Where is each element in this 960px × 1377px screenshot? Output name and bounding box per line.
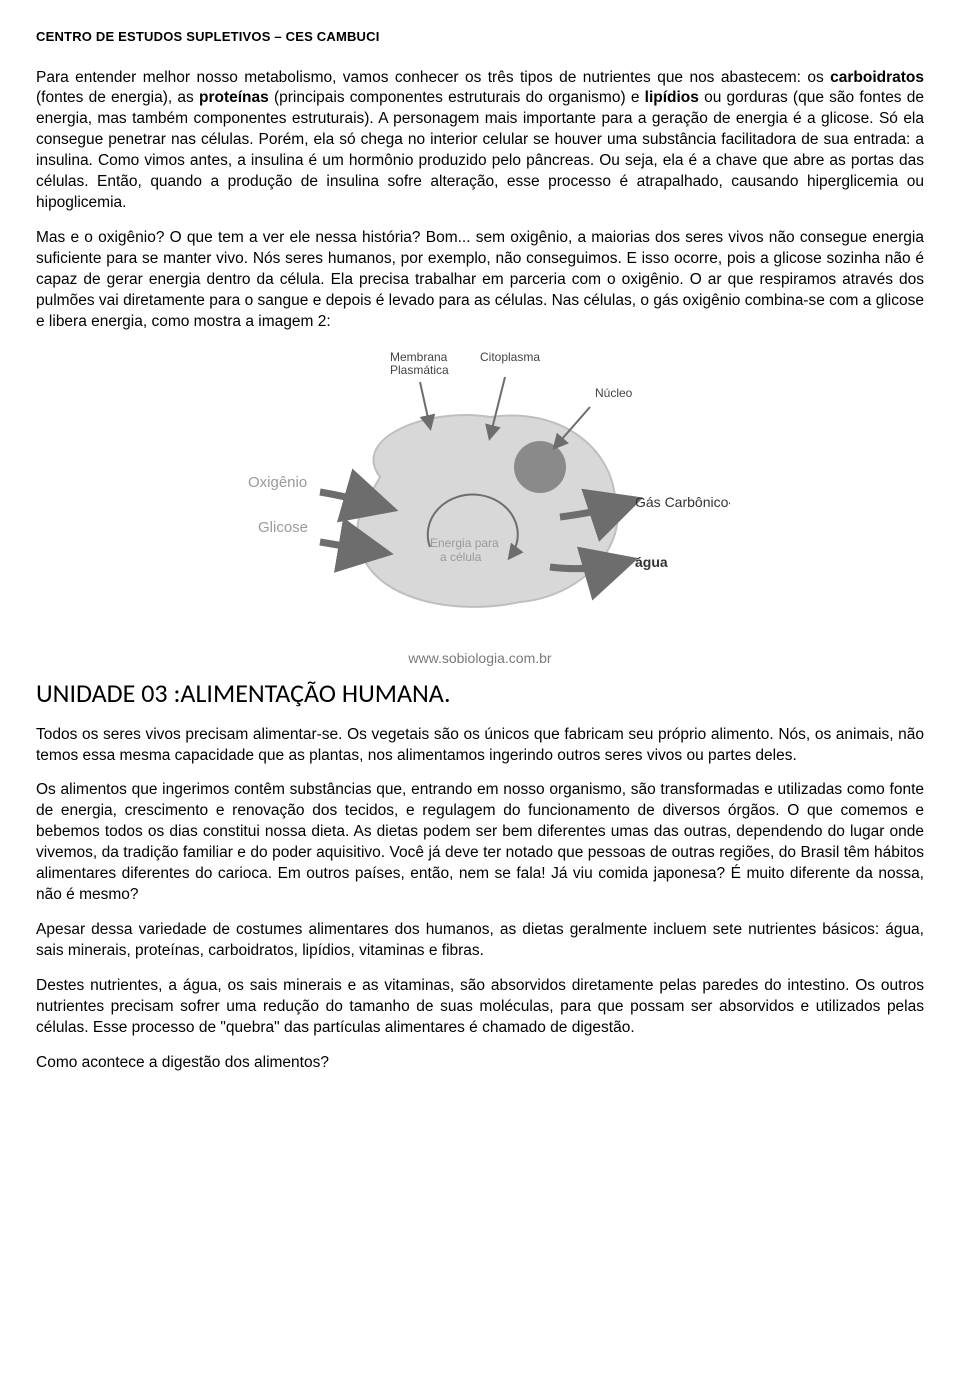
page-header: CENTRO DE ESTUDOS SUPLETIVOS – CES CAMBU… — [36, 28, 924, 46]
svg-text:Citoplasma: Citoplasma — [480, 350, 540, 364]
paragraph-metabolism: Para entender melhor nosso metabolismo, … — [36, 68, 924, 214]
svg-text:água: água — [635, 554, 668, 570]
svg-text:Oxigênio: Oxigênio — [248, 474, 307, 491]
paragraph-7: Como acontece a digestão dos alimentos? — [36, 1053, 924, 1074]
bold-proteinas: proteínas — [199, 89, 269, 106]
paragraph-3: Todos os seres vivos precisam alimentar-… — [36, 725, 924, 767]
svg-text:Energia para: Energia para — [430, 536, 499, 550]
cell-diagram-svg: Membrana Plasmática Citoplasma Núcleo Ox… — [230, 347, 730, 647]
text: ou gorduras (que são fontes de energia, … — [36, 89, 924, 211]
bold-lipidios: lipídios — [645, 89, 699, 106]
svg-text:Membrana: Membrana — [390, 350, 448, 364]
svg-text:Gás Carbônico«: Gás Carbônico« — [635, 494, 730, 510]
unit-heading: UNIDADE 03 :ALIMENTAÇÃO HUMANA. — [36, 676, 924, 711]
cell-diagram: Membrana Plasmática Citoplasma Núcleo Ox… — [36, 347, 924, 647]
svg-text:Plasmática: Plasmática — [390, 363, 449, 377]
paragraph-5: Apesar dessa variedade de costumes alime… — [36, 920, 924, 962]
svg-text:a célula: a célula — [440, 550, 482, 564]
paragraph-oxigenio: Mas e o oxigênio? O que tem a ver ele ne… — [36, 228, 924, 333]
paragraph-4: Os alimentos que ingerimos contêm substâ… — [36, 780, 924, 906]
diagram-credit: www.sobiologia.com.br — [36, 649, 924, 668]
bold-carboidratos: carboidratos — [830, 69, 924, 86]
svg-text:Glicose: Glicose — [258, 519, 308, 536]
text: (principais componentes estruturais do o… — [269, 89, 645, 106]
text: (fontes de energia), as — [36, 89, 199, 106]
svg-text:Núcleo: Núcleo — [595, 386, 633, 400]
text: Para entender melhor nosso metabolismo, … — [36, 69, 830, 86]
paragraph-6: Destes nutrientes, a água, os sais miner… — [36, 976, 924, 1039]
